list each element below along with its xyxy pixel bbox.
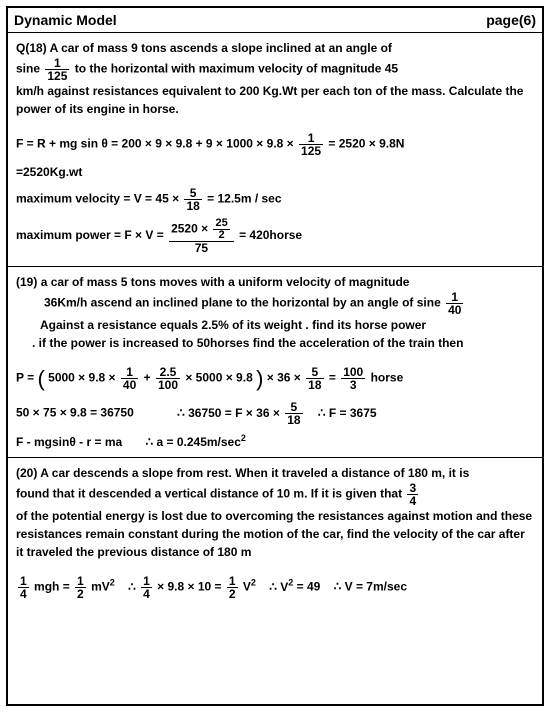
problem-20: (20) A car descends a slope from rest. W… (8, 458, 542, 704)
q18-eq2: =2520Kg.wt (16, 163, 534, 181)
paren-open: ( (37, 366, 44, 391)
q19-line1: (19) a car of mass 5 tons moves with a u… (16, 273, 534, 291)
header-title: Dynamic Model (14, 12, 117, 28)
q18-line1: Q(18) A car of mass 9 tons ascends a slo… (16, 39, 534, 57)
q20-eqA: 1 4 mgh = 1 2 mV2 ∴ 1 4 × 9.8 × 10 = 1 2… (16, 575, 534, 600)
q19-text1: a car of mass 5 tons moves with a unifor… (41, 275, 410, 289)
q18-text3: km/h against resistances equivalent to 2… (16, 82, 534, 118)
q18-text2b: to the horizontal with maximum velocity … (75, 62, 398, 76)
q19-eqP: P = ( 5000 × 9.8 × 1 40 + 2.5 100 × 5000… (16, 362, 534, 395)
q20-line2: found that it descended a vertical dista… (16, 482, 534, 507)
q20-text3: of the potential energy is lost due to o… (16, 507, 534, 561)
q20-line1: (20) A car descends a slope from rest. W… (16, 464, 534, 482)
q20-text1: A car descends a slope from rest. When i… (40, 466, 469, 480)
problem-18: Q(18) A car of mass 9 tons ascends a slo… (8, 33, 542, 267)
q19-label: (19) (16, 275, 37, 289)
header-page: page(6) (486, 12, 536, 28)
problem-19: (19) a car of mass 5 tons moves with a u… (8, 267, 542, 458)
paren-close: ) (256, 366, 263, 391)
q19-text3: Against a resistance equals 2.5% of its … (16, 316, 534, 334)
q19-text4: . if the power is increased to 50horses … (16, 334, 534, 352)
q18-line2: sine 1 125 to the horizontal with maximu… (16, 57, 534, 82)
q18-text2a: sine (16, 62, 40, 76)
q18-label: Q(18) (16, 41, 47, 55)
q18-text1: A car of mass 9 tons ascends a slope inc… (50, 41, 392, 55)
q18-eq1: F = R + mg sin θ = 200 × 9 × 9.8 + 9 × 1… (16, 132, 534, 157)
q20-label: (20) (16, 466, 37, 480)
page-header: Dynamic Model page(6) (8, 8, 542, 33)
q19-eq5: 50 × 75 × 9.8 = 36750 ∴ 36750 = F × 36 ×… (16, 401, 534, 426)
q19-line2: 36Km/h ascend an inclined plane to the h… (16, 291, 534, 316)
q18-frac1: 1 125 (45, 57, 69, 82)
q18-eq3: maximum velocity = V = 45 × 5 18 = 12.5m… (16, 187, 534, 212)
q19-eq6: F - mgsinθ - r = ma ∴ a = 0.245m/sec2 (16, 432, 534, 451)
q18-eq4: maximum power = F × V = 2520 × 25 2 75 =… (16, 218, 534, 254)
page-container: Dynamic Model page(6) Q(18) A car of mas… (6, 6, 544, 706)
